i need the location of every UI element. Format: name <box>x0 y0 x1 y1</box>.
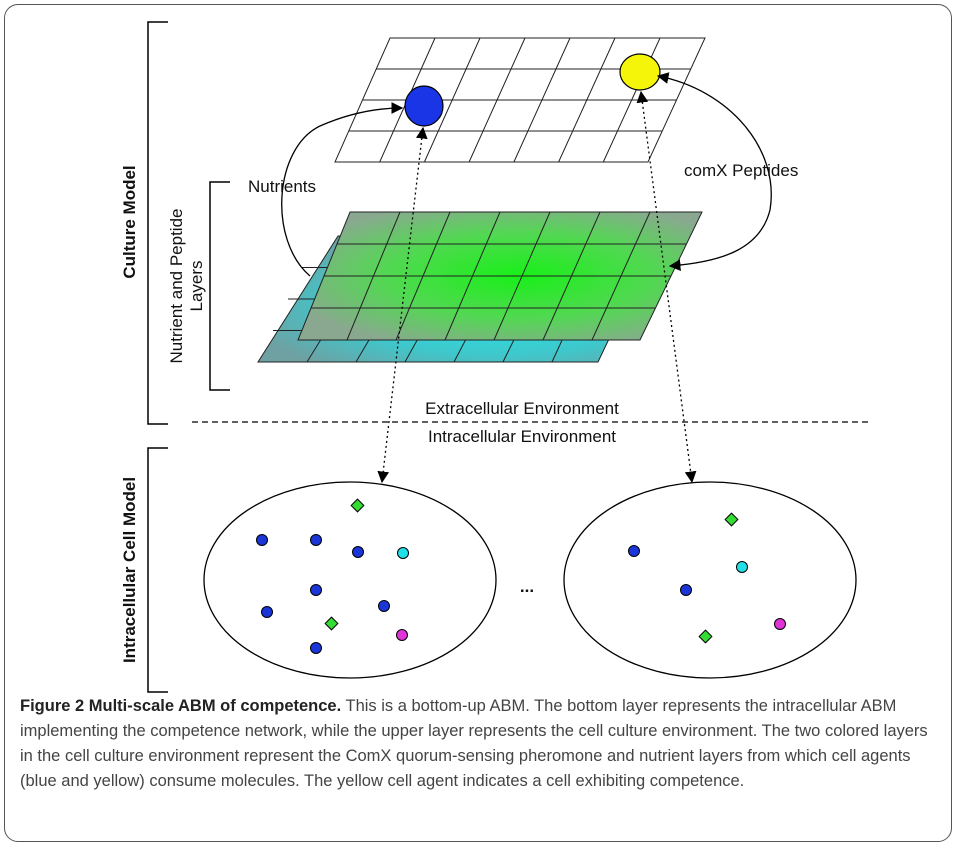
molecule-cyan <box>736 561 748 573</box>
molecule-green-diamond <box>698 629 713 644</box>
figure-caption: Figure 2 Multi-scale ABM of competence. … <box>20 694 930 794</box>
comx-peptides-label: comX Peptides <box>684 161 798 180</box>
culture-model-bracket <box>147 21 168 425</box>
layers-label-line1: Nutrient and Peptide <box>167 209 186 364</box>
culture-model-label: Culture Model <box>120 165 139 278</box>
intracellular-model-label: Intracellular Cell Model <box>120 477 139 663</box>
molecule-magenta <box>774 618 786 630</box>
layers-bracket <box>209 181 230 391</box>
layers-label-line2: Layers <box>187 260 206 311</box>
molecule-blue <box>352 546 364 558</box>
molecule-blue <box>310 534 322 546</box>
yellow-cell-link <box>636 90 697 484</box>
extracellular-label: Extracellular Environment <box>425 399 619 418</box>
abm-diagram: Culture Model Nutrient and Peptide Layer… <box>120 21 872 693</box>
molecule-blue <box>378 600 390 612</box>
molecule-blue <box>310 642 322 654</box>
molecule-green-diamond <box>724 512 739 527</box>
yellow-cell-agent <box>619 53 661 91</box>
intracellular-cell-2 <box>563 481 857 679</box>
caption-title: Figure 2 Multi-scale ABM of competence. <box>20 697 342 715</box>
nutrient-layer <box>297 211 703 341</box>
comx-peptides-arrow <box>656 72 772 271</box>
molecule-cyan <box>397 547 409 559</box>
caption-text: This is a bottom-up ABM. The bottom laye… <box>20 697 928 790</box>
ellipsis: ... <box>520 577 534 596</box>
blue-cell-link <box>377 126 428 484</box>
intracellular-model-bracket <box>147 447 168 693</box>
molecule-blue <box>256 534 268 546</box>
molecule-blue <box>261 606 273 618</box>
molecule-blue <box>680 584 692 596</box>
nutrients-arrow <box>281 102 404 277</box>
intracellular-label: Intracellular Environment <box>428 427 616 446</box>
blue-cell-agent <box>404 85 444 127</box>
nutrients-label: Nutrients <box>248 177 316 196</box>
molecule-green-diamond <box>350 498 365 513</box>
molecule-green-diamond <box>324 616 339 631</box>
molecule-blue <box>628 545 640 557</box>
intracellular-cell-1 <box>203 481 497 679</box>
molecule-magenta <box>396 629 408 641</box>
molecule-blue <box>310 584 322 596</box>
